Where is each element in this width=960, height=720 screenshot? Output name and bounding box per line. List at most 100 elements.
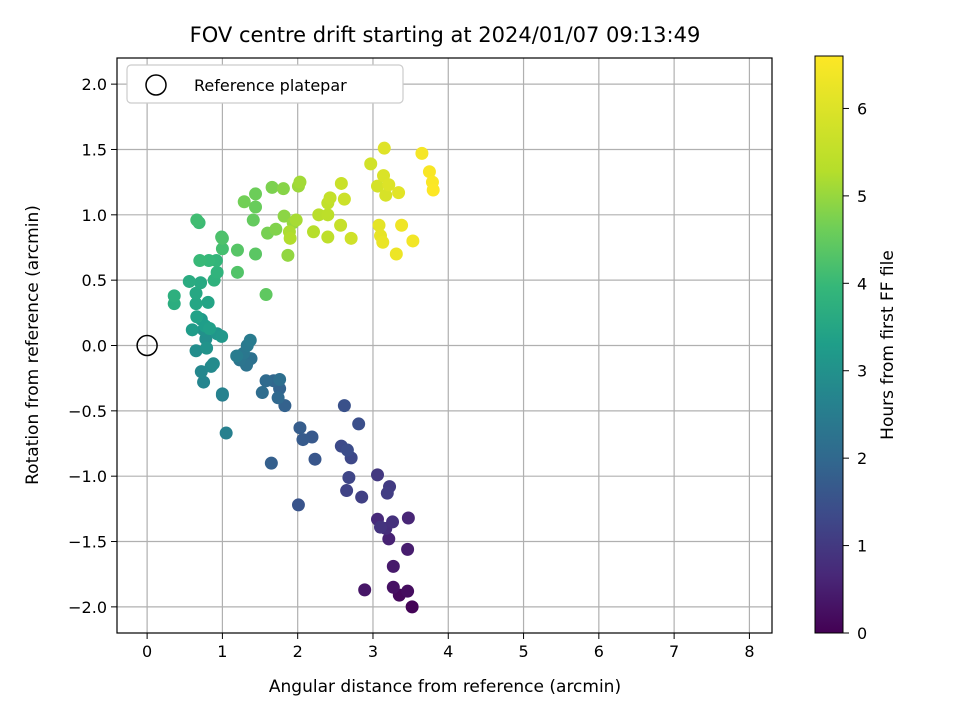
y-tick-label: −1.5 <box>68 533 107 552</box>
legend-label-reference: Reference platepar <box>194 76 347 95</box>
y-tick-label: 1.5 <box>82 140 107 159</box>
scatter-point <box>215 231 229 245</box>
scatter-point <box>323 191 337 205</box>
colorbar-tick-label: 6 <box>857 99 867 118</box>
scatter-point <box>215 242 229 256</box>
scatter-point <box>401 584 415 598</box>
scatter-point <box>203 322 217 336</box>
scatter-point <box>358 583 372 597</box>
scatter-point <box>277 209 291 223</box>
reference-point-marker <box>136 334 158 357</box>
scatter-point <box>352 417 366 431</box>
scatter-point <box>337 192 351 206</box>
x-tick-label: 5 <box>518 642 528 661</box>
colorbar-tick-label: 4 <box>857 274 867 293</box>
colorbar-label: Hours from first FF file <box>878 250 898 440</box>
scatter-point <box>293 175 307 189</box>
scatter-point <box>372 218 386 232</box>
scatter-point <box>406 234 420 248</box>
scatter-point <box>202 254 216 268</box>
colorbar-tick-label: 0 <box>857 624 867 643</box>
scatter-point <box>386 559 400 573</box>
scatter-point <box>269 222 283 236</box>
y-axis-label: Rotation from reference (arcmin) <box>23 205 43 485</box>
colorbar-tick-label: 5 <box>857 187 867 206</box>
x-tick-label: 8 <box>744 642 754 661</box>
scatter-point <box>334 218 348 232</box>
scatter-point <box>370 468 384 482</box>
scatter-point <box>389 247 403 261</box>
scatter-point <box>340 443 354 457</box>
scatter-point <box>377 141 391 155</box>
scatter-point <box>249 187 263 201</box>
colorbar-tick-label: 3 <box>857 362 867 381</box>
colorbar-tick-label: 2 <box>857 449 867 468</box>
x-tick-label: 2 <box>293 642 303 661</box>
scatter-point <box>380 486 394 500</box>
scatter-point <box>401 542 415 556</box>
scatter-point <box>342 470 356 484</box>
data-points <box>167 141 440 614</box>
legend-box <box>126 64 404 104</box>
scatter-point <box>197 375 211 389</box>
scatter-point <box>264 456 278 470</box>
scatter-point <box>206 357 220 371</box>
scatter-point <box>190 310 204 324</box>
scatter-point <box>189 286 203 300</box>
x-tick-label: 3 <box>368 642 378 661</box>
scatter-point <box>374 520 388 534</box>
scatter-point <box>215 387 229 401</box>
scatter-point <box>355 490 369 504</box>
scatter-point <box>249 247 263 261</box>
scatter-point <box>237 195 251 209</box>
scatter-point <box>255 386 269 400</box>
scatter-point <box>194 365 208 379</box>
scatter-point <box>190 213 204 227</box>
scatter-point <box>405 600 419 614</box>
scatter-point <box>281 248 295 262</box>
scatter-point <box>201 295 215 309</box>
colorbar: 0 1 2 3 4 5 6 Hours from first FF file <box>814 55 898 643</box>
y-tick-label: 0.0 <box>82 337 107 356</box>
scatter-point <box>386 515 400 529</box>
scatter-point <box>283 231 297 245</box>
scatter-point <box>364 157 378 171</box>
scatter-point <box>259 374 273 388</box>
scatter-point <box>243 333 257 347</box>
scatter-point <box>334 176 348 190</box>
colorbar-gradient <box>814 55 844 634</box>
y-axis-ticks: −2.0 −1.5 −1.0 −0.5 0.0 0.5 1.0 1.5 2.0 <box>68 75 117 617</box>
scatter-point <box>219 426 233 440</box>
scatter-point <box>246 213 260 227</box>
scatter-point <box>230 265 244 279</box>
scatter-point <box>249 200 263 214</box>
scatter-point <box>382 532 396 546</box>
scatter-point <box>271 391 285 405</box>
legend-marker-reference <box>145 74 167 96</box>
scatter-point <box>376 235 390 249</box>
scatter-point <box>401 511 415 525</box>
scatter-point <box>382 178 396 192</box>
x-axis-label: Angular distance from reference (arcmin) <box>269 677 621 697</box>
scatter-point <box>296 433 310 447</box>
scatter-point <box>392 186 406 200</box>
scatter-point <box>276 182 290 196</box>
scatter-point <box>230 243 244 257</box>
x-tick-label: 4 <box>443 642 453 661</box>
scatter-point <box>194 276 208 290</box>
colorbar-ticks: 0 1 2 3 4 5 6 <box>843 99 867 643</box>
scatter-point <box>185 323 199 337</box>
scatter-point <box>265 180 279 194</box>
y-tick-label: 1.0 <box>82 206 107 225</box>
x-tick-label: 1 <box>217 642 227 661</box>
scatter-point <box>189 297 203 311</box>
y-tick-label: −1.0 <box>68 467 107 486</box>
scatter-point <box>370 179 384 193</box>
scatter-point <box>395 218 409 232</box>
scatter-point <box>344 231 358 245</box>
y-tick-label: −0.5 <box>68 402 107 421</box>
y-tick-label: 2.0 <box>82 75 107 94</box>
scatter-point <box>307 225 320 239</box>
scatter-point <box>337 399 351 413</box>
x-tick-label: 0 <box>142 642 152 661</box>
